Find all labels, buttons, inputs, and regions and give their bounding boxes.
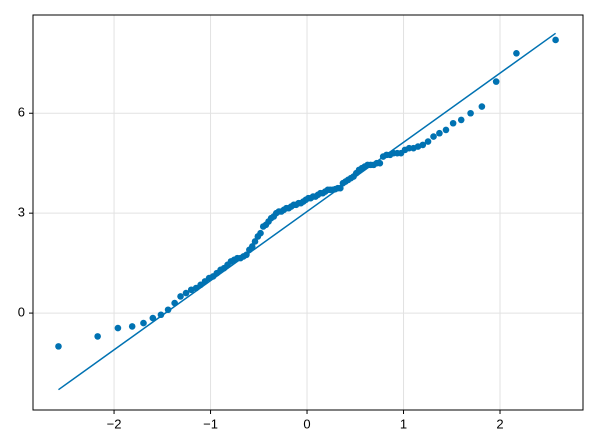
x-tick-label: 1: [400, 416, 407, 431]
data-point: [467, 109, 474, 117]
reference-line: [58, 32, 557, 391]
data-point: [552, 36, 559, 44]
data-point: [436, 129, 443, 137]
data-point: [419, 141, 427, 149]
data-point: [251, 238, 259, 245]
data-point: [94, 333, 101, 340]
data-point: [149, 314, 157, 322]
data-point: [337, 184, 344, 192]
data-point: [243, 251, 250, 259]
data-point: [164, 306, 172, 314]
plot-frame: [32, 14, 584, 411]
data-point: [157, 311, 165, 319]
data-point: [114, 324, 122, 332]
data-point: [457, 116, 465, 124]
data-point: [478, 103, 486, 110]
data-point: [192, 284, 200, 292]
data-point: [128, 323, 136, 330]
data-point: [449, 119, 457, 127]
x-tick-label: 2: [496, 416, 503, 431]
data-point: [177, 293, 184, 300]
y-tick-label: 6: [18, 105, 25, 120]
data-point: [513, 50, 520, 57]
data-point: [492, 78, 500, 85]
data-point: [424, 138, 432, 145]
data-point: [140, 319, 147, 327]
data-point: [442, 126, 450, 134]
data-point: [182, 289, 190, 297]
data-point: [55, 343, 62, 350]
x-tick-label: −2: [107, 416, 122, 431]
y-tick-label: 3: [18, 205, 25, 220]
data-point: [376, 159, 384, 167]
y-tick-label: 0: [18, 305, 25, 320]
x-tick-label: −1: [203, 416, 218, 431]
data-point: [257, 229, 264, 237]
data-point: [430, 133, 437, 140]
x-tick-label: 0: [303, 416, 310, 431]
data-point: [171, 299, 178, 307]
data-point: [248, 243, 256, 250]
